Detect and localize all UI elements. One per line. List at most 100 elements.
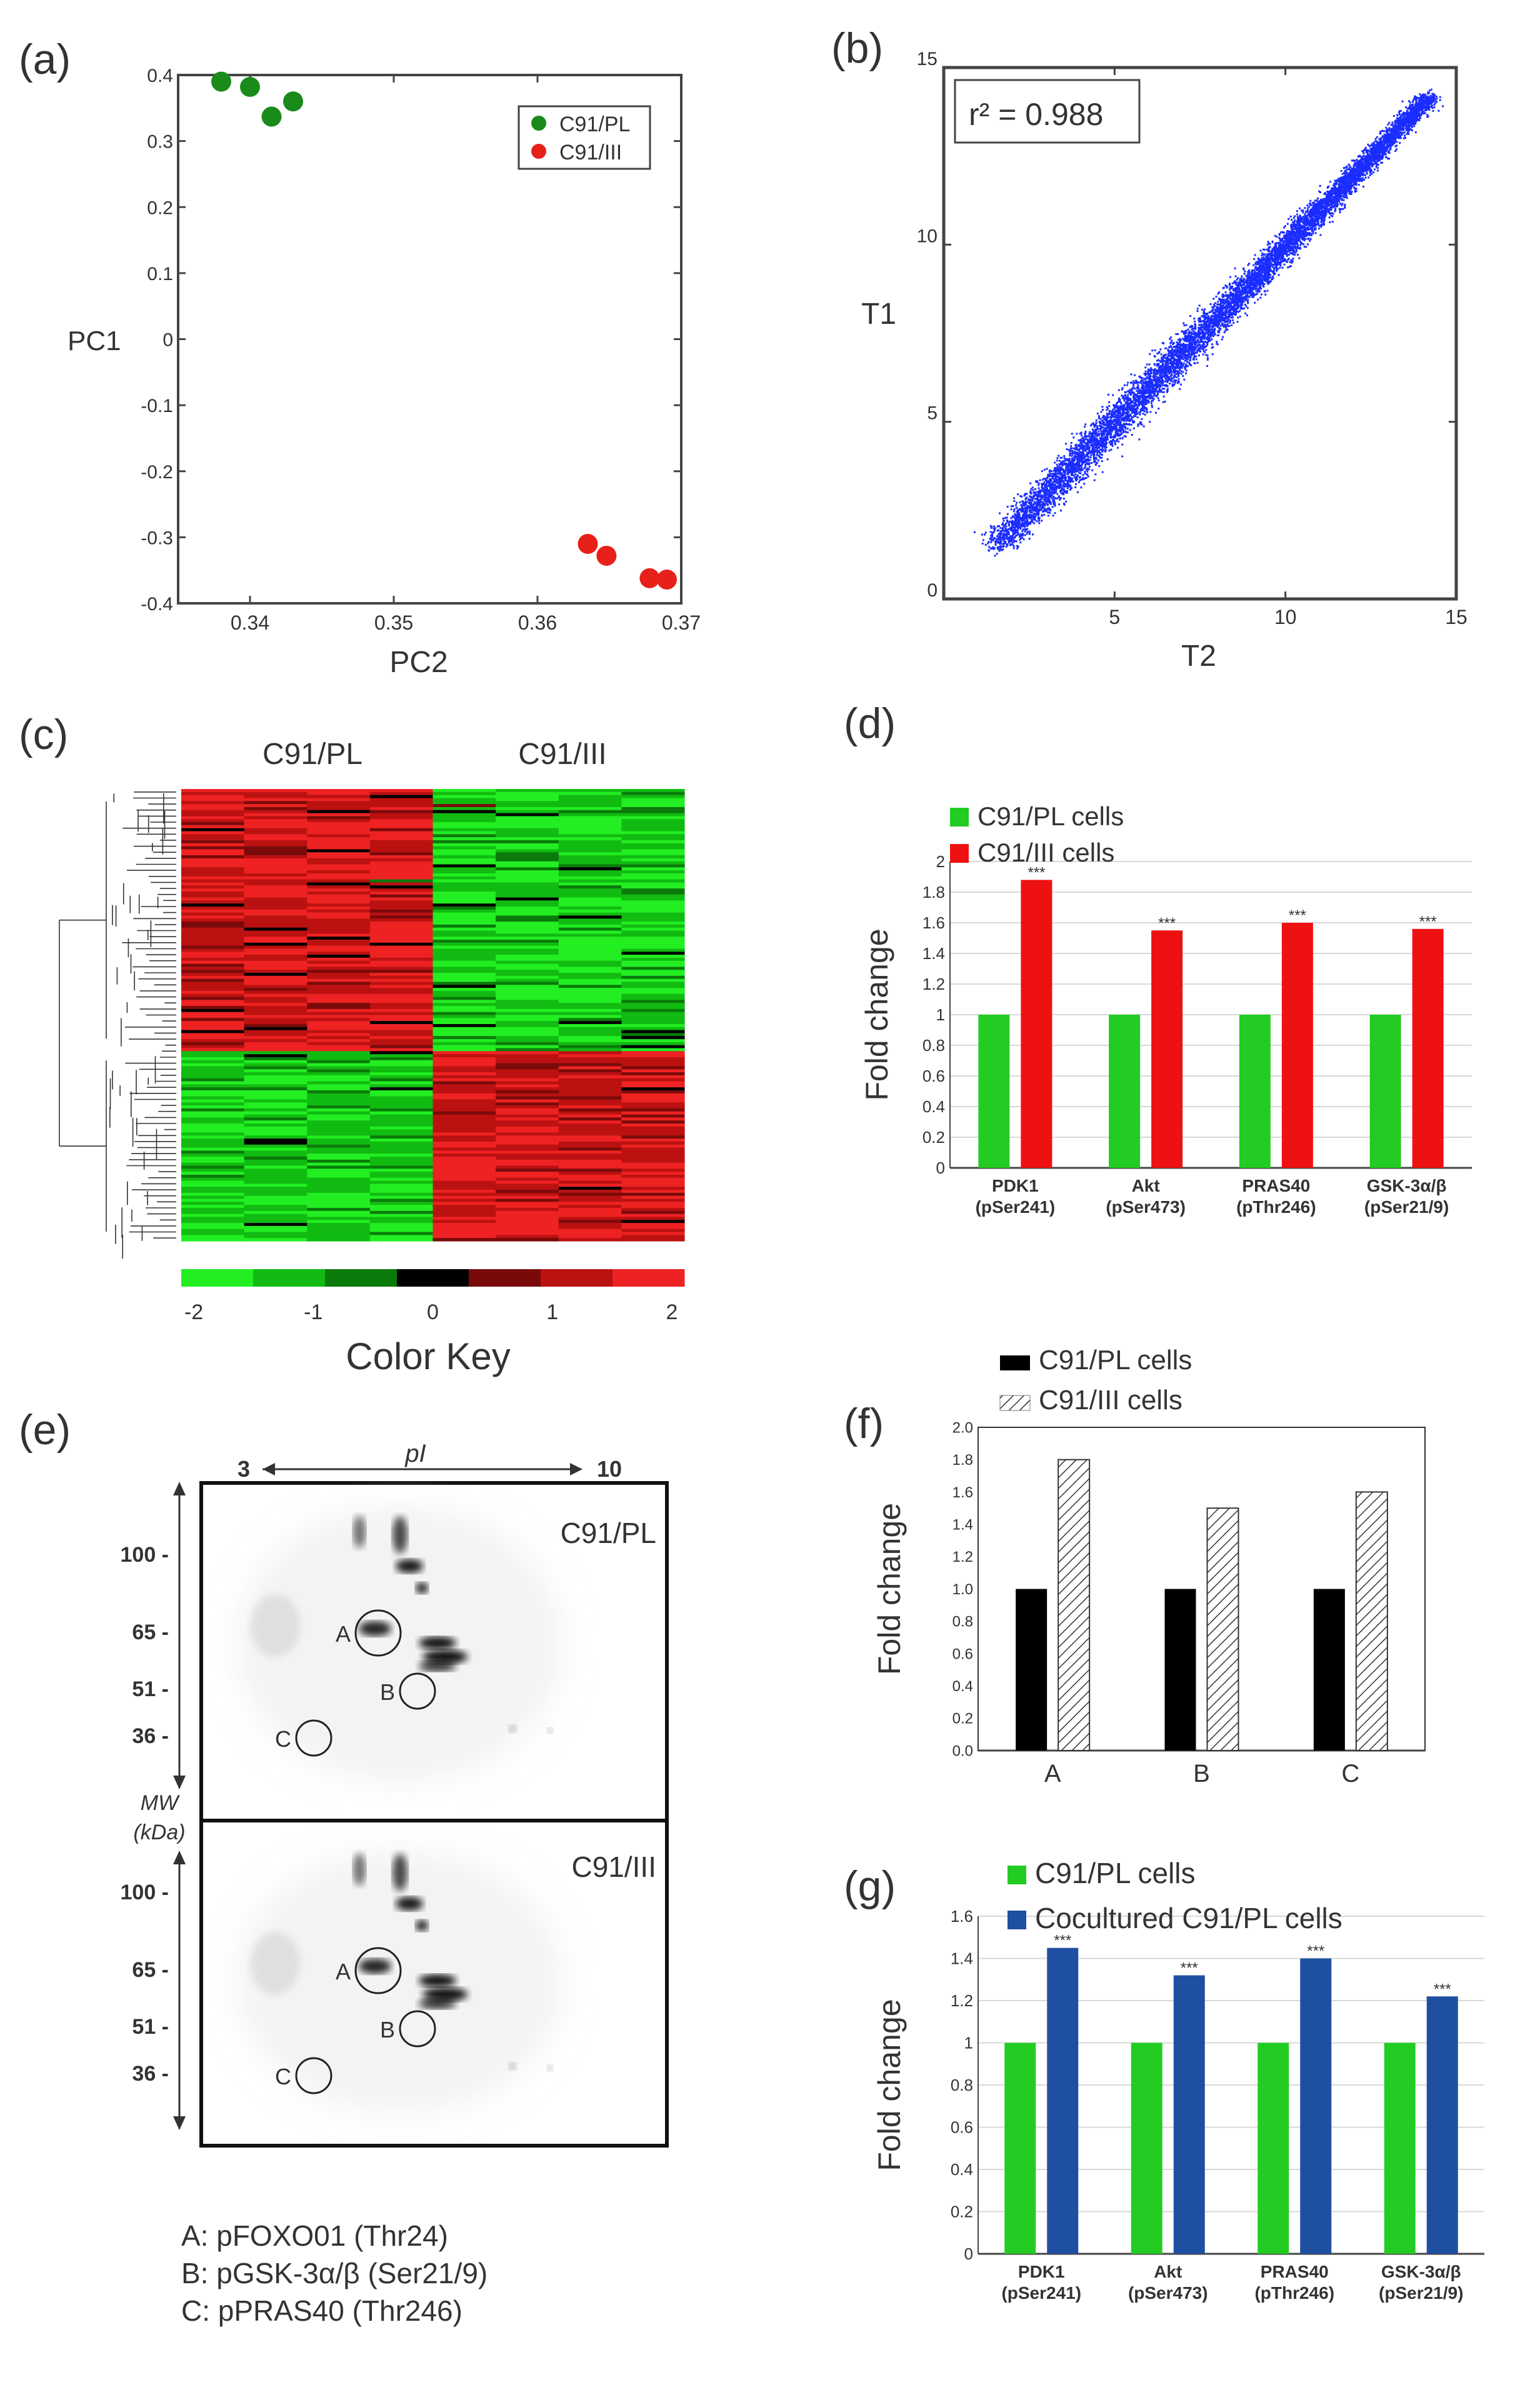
gel-top-title: C91/PL (561, 1517, 656, 1549)
c-heat-cell (432, 997, 496, 1000)
c-heat-cell (558, 975, 622, 980)
c-heat-cell (558, 1141, 622, 1145)
c-heat-cell (369, 1162, 434, 1167)
c-heat-cell (558, 791, 622, 796)
panel-a-ylabel: PC1 (68, 326, 121, 356)
c-heat-cell (307, 1238, 371, 1242)
c-heat-cell (244, 891, 308, 895)
c-heat-cell (369, 1141, 434, 1145)
c-heat-cell (558, 1229, 622, 1233)
c-heat-cell (621, 957, 685, 962)
c-heat-cell (621, 933, 685, 937)
c-heat-cell (496, 1117, 559, 1121)
c-heat-cell (181, 870, 245, 874)
c-heat-cell (621, 1208, 685, 1212)
c-heat-cell (496, 945, 559, 949)
a-xtick-label: 0.34 (231, 611, 269, 634)
panel-b-xlabel: T2 (1181, 640, 1216, 673)
c-heat-cell (621, 1120, 685, 1124)
a-ytick-label: -0.4 (141, 594, 173, 615)
c-heat-cell (244, 1078, 308, 1082)
panel-b-ylabel: T1 (861, 298, 896, 331)
c-heat-cell (558, 957, 622, 962)
c-heat-cell (369, 918, 434, 922)
c-heat-cell (558, 967, 622, 970)
c-heat-cell (307, 1117, 371, 1121)
c-heat-cell (496, 1024, 559, 1028)
c-color-key-tick: 1 (546, 1300, 558, 1324)
c-heat-cell (244, 1232, 308, 1235)
c-heat-cell (307, 1090, 371, 1094)
gel-spot (250, 1932, 300, 1994)
c-heat-cell (558, 1027, 622, 1031)
c-heat-cell (244, 1096, 308, 1100)
c-heat-cell (496, 864, 559, 868)
c-heat-cell (244, 1123, 308, 1127)
c-heat-cell (621, 942, 685, 947)
b-ytick-label: 0 (927, 580, 938, 601)
c-heat-cell (496, 1159, 559, 1163)
c-heat-cell (181, 955, 245, 958)
c-heat-cell (558, 1030, 622, 1033)
c-heat-cell (432, 1008, 496, 1013)
c-heat-cell (369, 1147, 434, 1151)
d-chart-ytick-label: 1 (936, 1005, 945, 1024)
c-heat-cell (369, 834, 434, 838)
c-heat-cell (621, 1051, 685, 1055)
c-heat-cell (558, 1123, 622, 1127)
c-heat-cell (369, 937, 434, 940)
c-heat-cell (558, 1063, 622, 1067)
c-heat-cell (307, 1120, 371, 1124)
c-heat-cell (621, 907, 685, 910)
c-heat-cell (369, 867, 434, 871)
c-heat-cell (558, 852, 622, 856)
c-heat-cell (432, 1199, 496, 1202)
c-heat-cell (307, 940, 371, 943)
c-heat-cell (496, 885, 559, 889)
c-heat-cell (621, 1012, 685, 1016)
c-heat-cell (244, 1030, 308, 1033)
c-heat-cell (369, 795, 434, 798)
f-chart-ytick-label: 0.8 (952, 1614, 973, 1631)
c-heat-cell (244, 1048, 308, 1052)
c-heat-cell (496, 1012, 559, 1016)
c-heat-cell (496, 924, 559, 928)
c-heat-cell (621, 1235, 685, 1239)
c-heat-cell (496, 940, 559, 943)
c-color-key-segment (325, 1269, 398, 1287)
c-heat-cell (307, 982, 371, 985)
c-heat-cell (558, 903, 622, 907)
c-heat-cell (307, 807, 371, 811)
c-heat-cell (181, 1132, 245, 1136)
c-heat-cell (181, 1147, 245, 1151)
c-heat-cell (496, 1223, 559, 1227)
c-heat-cell (432, 1096, 496, 1100)
gel-spot-circle-c (295, 1719, 332, 1757)
c-heat-cell (621, 1066, 685, 1070)
c-heat-cell (621, 864, 685, 868)
c-heat-cell (558, 1225, 622, 1230)
c-heat-cell (621, 1000, 685, 1003)
c-heat-cell (181, 1120, 245, 1124)
c-heat-cell (244, 1159, 308, 1163)
f-chart-ytick-label: 0.2 (952, 1711, 973, 1727)
c-heat-cell (432, 791, 496, 796)
c-heat-cell (432, 831, 496, 835)
c-heat-cell (558, 1126, 622, 1130)
c-heat-cell (621, 1033, 685, 1037)
c-heat-cell (307, 1081, 371, 1085)
g-chart-significance: *** (1307, 1943, 1324, 1960)
c-heat-cell (181, 933, 245, 937)
c-heat-cell (307, 1135, 371, 1139)
c-heat-cell (244, 882, 308, 886)
c-heat-cell (369, 1063, 434, 1067)
c-heat-cell (432, 825, 496, 829)
c-heat-cell (307, 912, 371, 916)
panel-b-plot-frame (942, 66, 1458, 601)
c-heat-cell (558, 1208, 622, 1212)
c-heat-cell (496, 900, 559, 904)
c-heat-cell (369, 1066, 434, 1070)
c-heat-cell (496, 942, 559, 947)
c-heat-cell (307, 1153, 371, 1157)
c-heat-cell (496, 957, 559, 962)
